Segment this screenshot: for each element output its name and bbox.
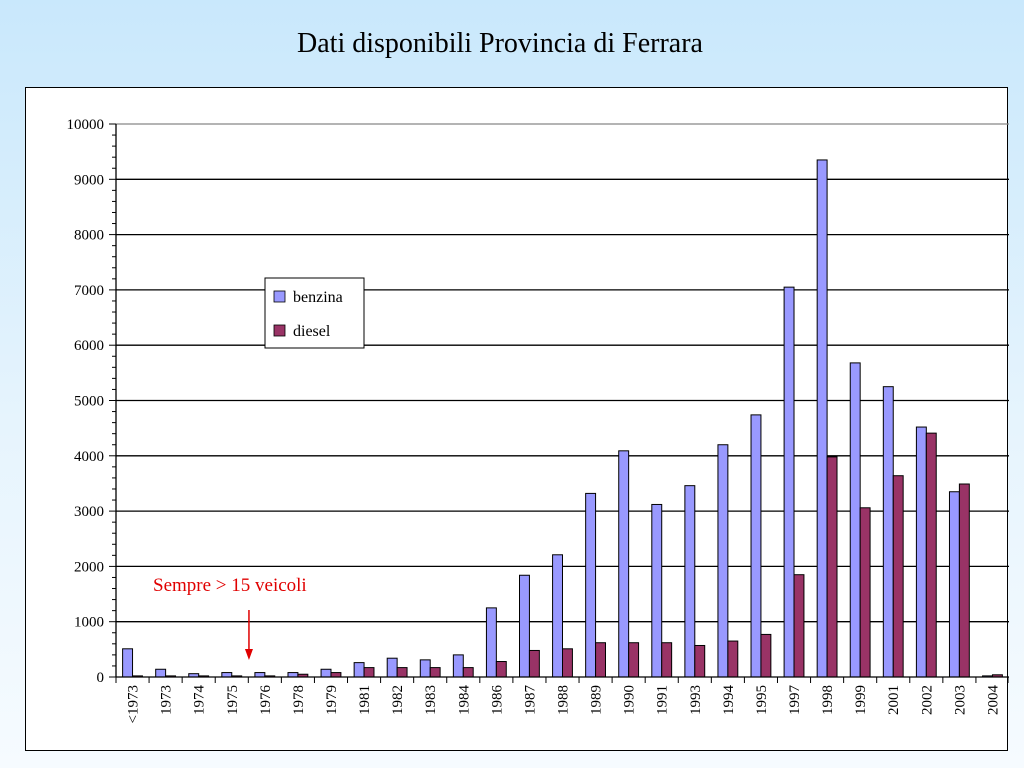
- bar-benzina: [552, 554, 563, 678]
- bar-benzina: [287, 672, 299, 678]
- x-tick-label: 1983: [423, 685, 439, 715]
- annotation: Sempre > 15 veicoli: [153, 575, 307, 660]
- bar-benzina: [519, 574, 530, 678]
- bar-benzina: [882, 386, 894, 678]
- annotation-text: Sempre > 15 veicoli: [153, 575, 307, 596]
- bar-diesel: [727, 640, 739, 678]
- bar-benzina: [221, 672, 233, 678]
- y-tick-label: 5000: [74, 394, 104, 410]
- y-tick-label: 9000: [74, 172, 104, 188]
- bar-diesel: [429, 667, 441, 678]
- bar-benzina: [684, 485, 696, 678]
- x-tick-label: 1976: [258, 685, 274, 716]
- x-tick-label: 2002: [919, 685, 935, 715]
- bar-benzina: [750, 414, 762, 678]
- legend-label-diesel: diesel: [293, 323, 331, 340]
- bar-diesel: [826, 456, 838, 678]
- bar-benzina: [816, 159, 828, 678]
- bar-benzina: [320, 668, 332, 678]
- x-tick-label: 1988: [556, 685, 572, 715]
- bars: [122, 159, 1003, 678]
- bar-benzina: [485, 607, 497, 678]
- y-tick-label: 10000: [67, 117, 105, 133]
- bar-diesel: [495, 661, 507, 678]
- x-tick-label: 1978: [291, 685, 307, 715]
- x-tick-label: 1995: [754, 685, 770, 715]
- y-tick-label: 0: [97, 670, 105, 686]
- bar-diesel: [661, 642, 673, 678]
- y-tick-label: 6000: [74, 338, 104, 354]
- bar-diesel: [694, 644, 706, 678]
- bar-chart: 0 1000 2000 3000 4000 5000 6000 7000 8000 9000 100…: [67, 117, 1009, 723]
- x-tick-label: 1997: [787, 685, 803, 716]
- y-tick-label: 4000: [74, 449, 104, 465]
- bar-diesel: [628, 642, 640, 678]
- bar-benzina: [419, 659, 431, 678]
- x-tick-label: 1990: [622, 685, 638, 715]
- x-tick-label: 1993: [688, 685, 704, 715]
- y-tick-label: 7000: [74, 283, 104, 299]
- y-tick-label: 3000: [74, 504, 104, 520]
- bar-benzina: [585, 492, 597, 678]
- bar-benzina: [915, 426, 927, 678]
- x-tick-label: 1973: [159, 685, 175, 715]
- legend: benzina diesel: [264, 277, 365, 349]
- bar-benzina: [651, 503, 663, 678]
- y-tick-label: 1000: [74, 615, 104, 631]
- bar-benzina: [948, 491, 960, 678]
- x-tick-label: 1974: [192, 685, 208, 716]
- x-tick-label: 2001: [886, 685, 902, 715]
- y-axis-ticks: 0 1000 2000 3000 4000 5000 6000 7000 8000 9000 100…: [67, 117, 116, 686]
- x-axis-ticks: <1973 1973 1974 1975 1976 1978 1979 1981 1982 198…: [115, 677, 1009, 723]
- legend-swatch-benzina: [273, 290, 286, 303]
- legend-label-benzina: benzina: [293, 289, 343, 306]
- x-tick-label: 1975: [225, 685, 241, 715]
- x-tick-label: 2004: [985, 685, 1001, 716]
- bar-diesel: [793, 574, 805, 678]
- bar-benzina: [122, 648, 134, 678]
- bar-benzina: [386, 657, 398, 678]
- y-tick-label: 8000: [74, 228, 104, 244]
- bar-diesel: [925, 432, 937, 678]
- x-tick-label: 1999: [853, 685, 869, 715]
- x-tick-label: 1994: [721, 685, 737, 716]
- bar-benzina: [254, 672, 266, 678]
- x-tick-label: 1991: [655, 685, 671, 715]
- bar-benzina: [353, 662, 365, 678]
- x-tick-label: <1973: [126, 685, 142, 723]
- bar-benzina: [717, 444, 729, 678]
- bar-benzina: [452, 654, 464, 678]
- y-tick-label: 2000: [74, 559, 104, 575]
- slide-title: Dati disponibili Provincia di Ferrara: [297, 28, 703, 59]
- bar-diesel: [462, 667, 474, 678]
- x-tick-label: 2003: [952, 685, 968, 715]
- chart-frame: 0 1000 2000 3000 4000 5000 6000 7000 8000 9000 100…: [25, 87, 1009, 751]
- x-tick-label: 1986: [489, 685, 505, 716]
- bar-diesel: [595, 642, 606, 678]
- x-tick-label: 1981: [357, 685, 373, 715]
- x-tick-label: 1984: [456, 685, 472, 716]
- bar-diesel: [330, 672, 342, 678]
- bar-diesel: [892, 475, 904, 678]
- x-tick-label: 1989: [589, 685, 605, 715]
- bar-diesel: [396, 667, 408, 678]
- gridlines: [116, 123, 1009, 623]
- x-tick-label: 1998: [820, 685, 836, 715]
- bar-diesel: [562, 648, 573, 678]
- x-tick-label: 1979: [324, 685, 340, 715]
- bar-diesel: [958, 483, 970, 678]
- bar-diesel: [363, 667, 375, 678]
- x-tick-label: 1987: [522, 685, 538, 716]
- legend-swatch-diesel: [273, 324, 286, 337]
- bar-diesel: [859, 507, 871, 678]
- bar-benzina: [783, 286, 795, 678]
- annotation-arrowhead: [244, 649, 253, 660]
- bar-diesel: [528, 649, 540, 678]
- bar-benzina: [849, 362, 861, 678]
- bar-benzina: [618, 450, 630, 678]
- x-tick-label: 1982: [390, 685, 406, 715]
- bar-benzina: [155, 668, 167, 678]
- bar-diesel: [760, 633, 772, 678]
